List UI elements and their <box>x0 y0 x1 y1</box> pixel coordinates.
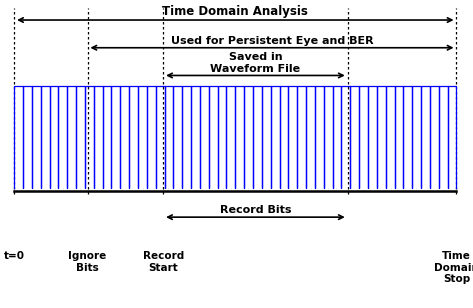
Text: t=0: t=0 <box>4 251 25 261</box>
Text: Saved in
Waveform File: Saved in Waveform File <box>210 52 300 74</box>
Text: Record Bits: Record Bits <box>219 205 291 215</box>
Text: Time
Domain
Stop: Time Domain Stop <box>434 251 473 284</box>
Text: Time Domain Analysis: Time Domain Analysis <box>162 5 308 18</box>
Text: Record
Start: Record Start <box>142 251 184 273</box>
Text: Used for Persistent Eye and BER: Used for Persistent Eye and BER <box>171 36 373 46</box>
Text: Ignore
Bits: Ignore Bits <box>69 251 106 273</box>
